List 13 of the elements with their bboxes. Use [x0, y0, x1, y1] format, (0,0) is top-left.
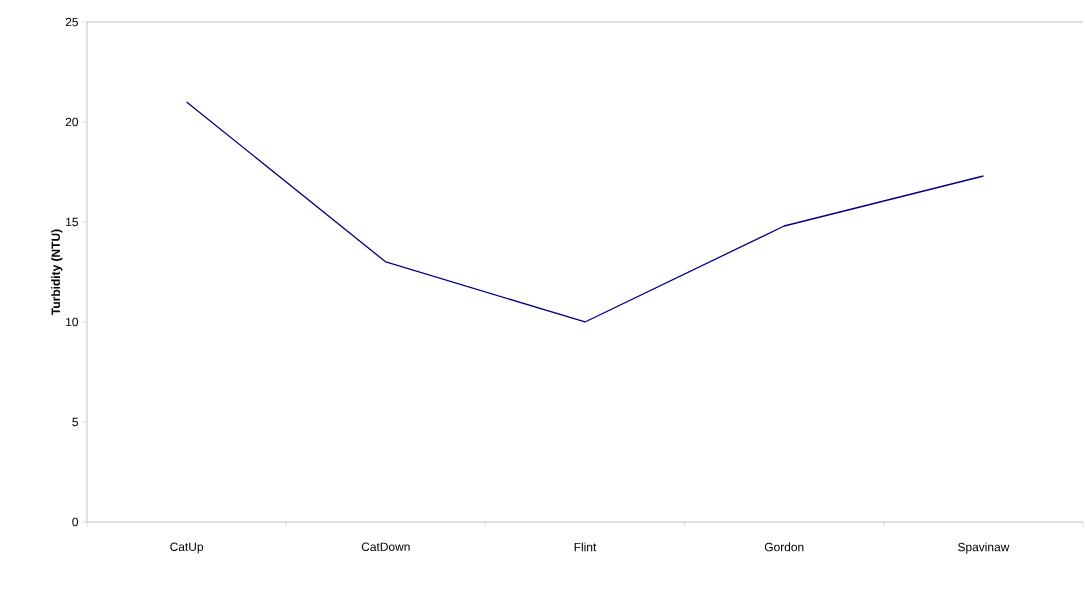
y-axis-title: Turbidity (NTU) [51, 229, 63, 315]
x-tick-label: CatUp [170, 542, 204, 554]
x-tick-label: Gordon [764, 542, 804, 552]
line-series [185, 101, 985, 323]
x-tick-label: CatDown [361, 542, 410, 551]
x-tick-label: Flint [574, 542, 597, 552]
y-tick-label: 25 [65, 17, 78, 27]
y-tick-label: 20 [65, 117, 79, 127]
y-tick-label: 10 [66, 317, 79, 327]
y-tick-label: 15 [66, 217, 78, 227]
x-tick-label: Spavinaw [958, 542, 1010, 554]
y-tick-label: 0 [72, 517, 79, 527]
y-tick-label: 5 [72, 417, 78, 427]
